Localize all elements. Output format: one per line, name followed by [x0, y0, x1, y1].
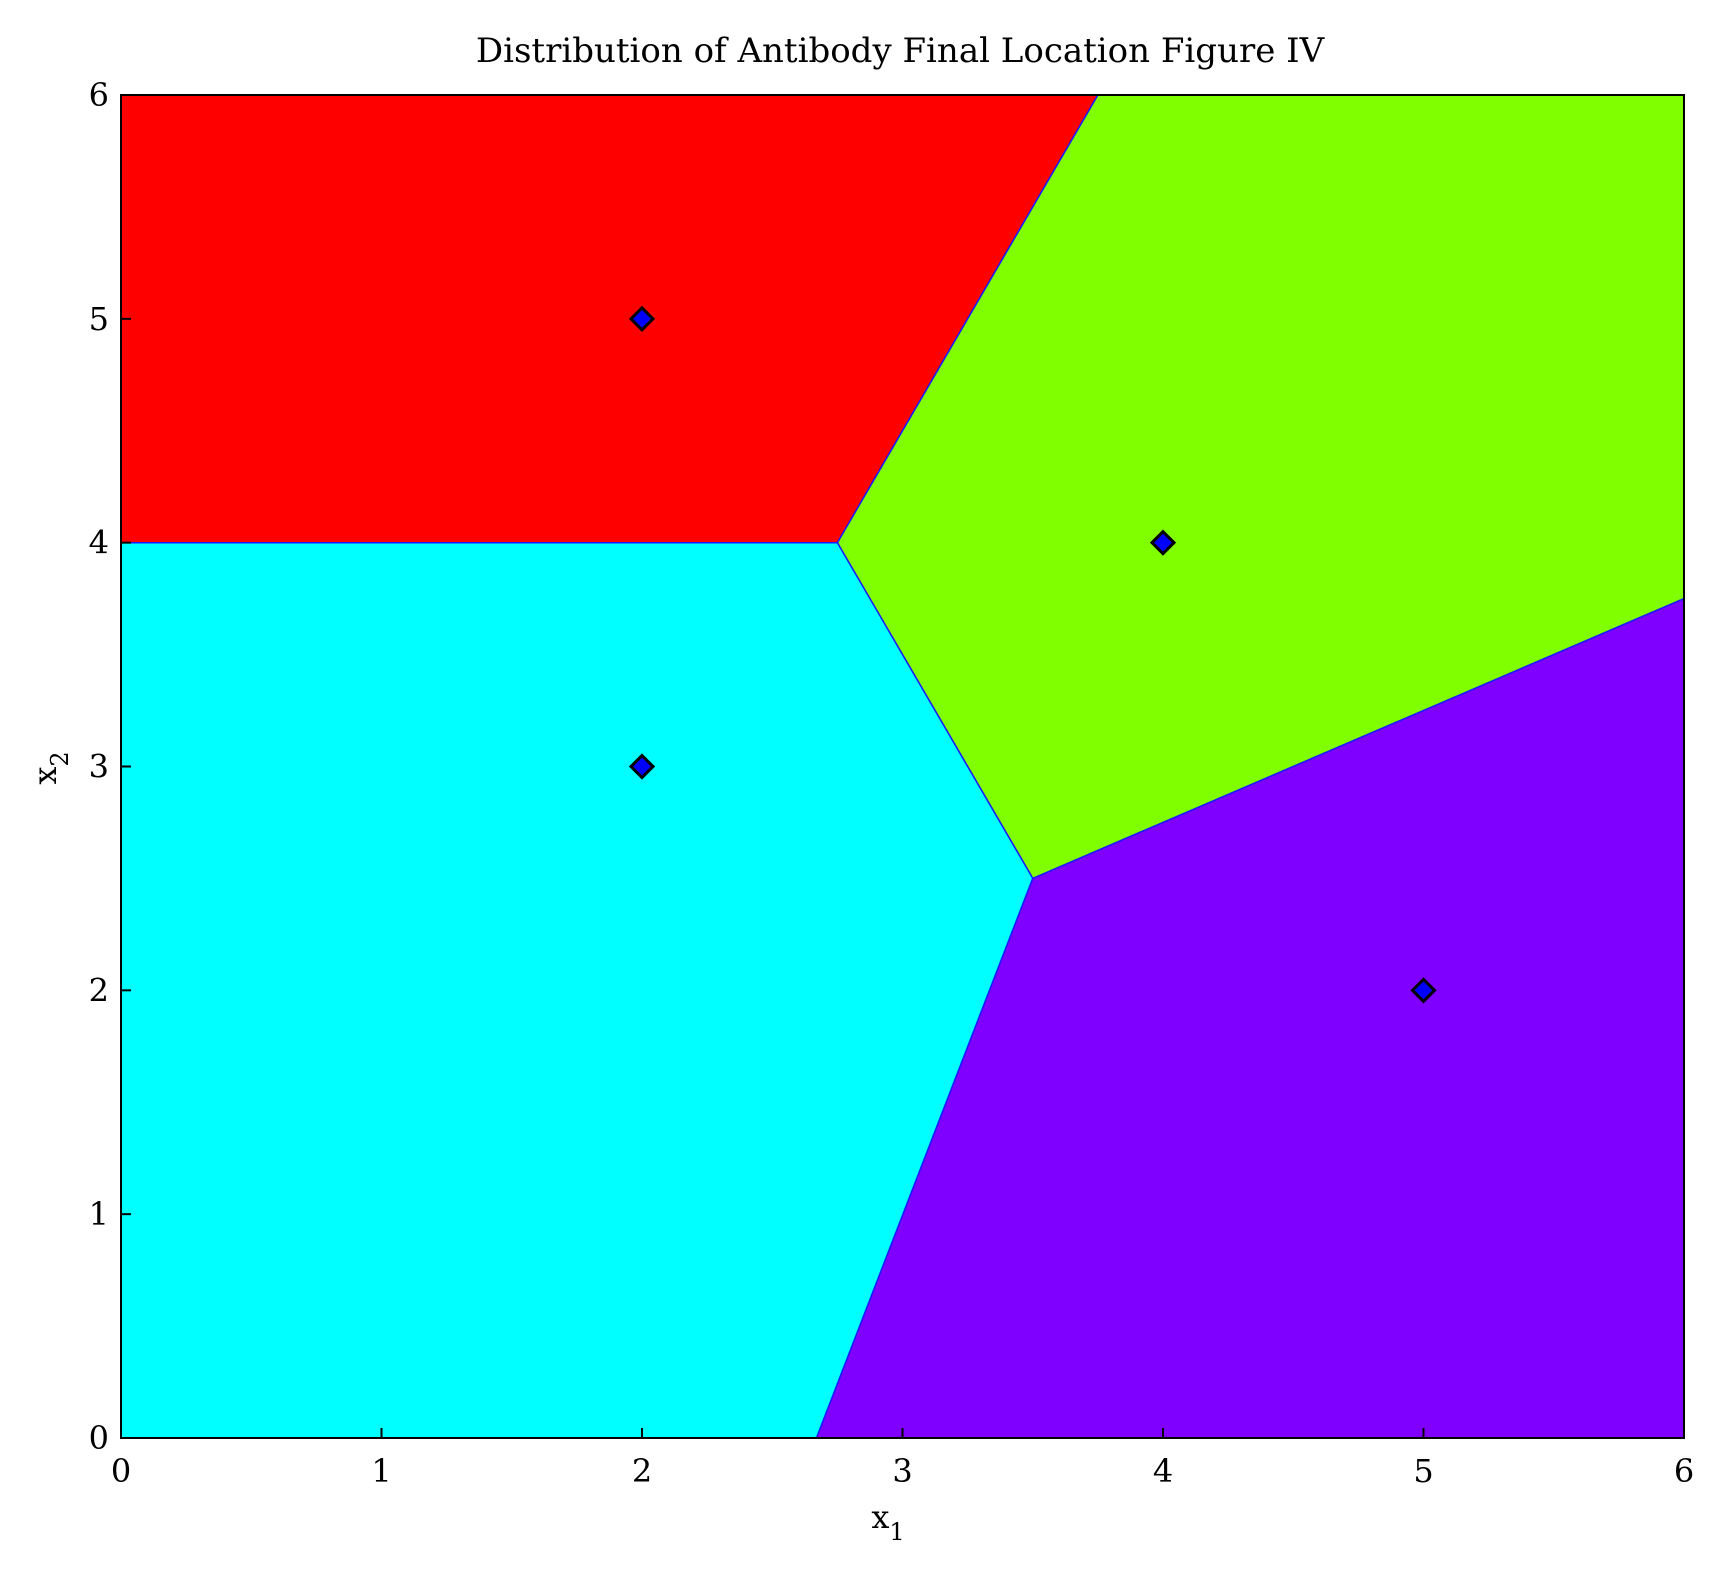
- chart-title: Distribution of Antibody Final Location …: [476, 31, 1326, 71]
- x-tick-label: 0: [111, 1452, 131, 1490]
- axes-frame: [120, 94, 1685, 1439]
- y-tick-label: 5: [89, 300, 109, 338]
- point-layer: [628, 305, 1437, 1004]
- y-axis-label: x2: [26, 751, 74, 784]
- y-tick-label: 6: [89, 76, 109, 114]
- y-tick-labels: 0 1 2 3 4 5 6: [89, 76, 109, 1457]
- x-tick-label: 6: [1674, 1452, 1694, 1490]
- y-tick-label: 0: [89, 1419, 109, 1457]
- x-tick-label: 1: [371, 1452, 391, 1490]
- x-tick-label: 5: [1413, 1452, 1433, 1490]
- x-axis-label: x1: [871, 1498, 904, 1546]
- x-tick-label: 4: [1153, 1452, 1173, 1490]
- y-tick-label: 1: [89, 1195, 109, 1233]
- data-point: [1149, 529, 1177, 556]
- data-point: [1410, 977, 1437, 1004]
- region-layer: [120, 94, 1685, 1439]
- x-tick-labels: 0 1 2 3 4 5 6: [111, 1452, 1694, 1490]
- x-axis-label-sub: 1: [889, 1518, 904, 1546]
- data-point: [628, 753, 656, 780]
- y-axis-label-sub: 2: [46, 751, 74, 766]
- x-tick-label: 2: [632, 1452, 652, 1490]
- y-tick-label: 2: [89, 971, 109, 1009]
- data-point: [628, 305, 656, 332]
- x-tick-label: 3: [892, 1452, 912, 1490]
- x-axis-label-base: x: [871, 1498, 889, 1536]
- y-axis-label-base: x: [26, 767, 64, 785]
- y-tick-label: 3: [89, 748, 109, 786]
- y-tick-label: 4: [89, 524, 109, 562]
